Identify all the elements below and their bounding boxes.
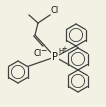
Text: Cl: Cl xyxy=(34,48,42,57)
Text: −: − xyxy=(40,47,47,56)
Text: H: H xyxy=(58,48,63,54)
Text: +: + xyxy=(61,45,67,51)
Text: P: P xyxy=(52,52,58,62)
Text: Cl: Cl xyxy=(50,5,59,15)
